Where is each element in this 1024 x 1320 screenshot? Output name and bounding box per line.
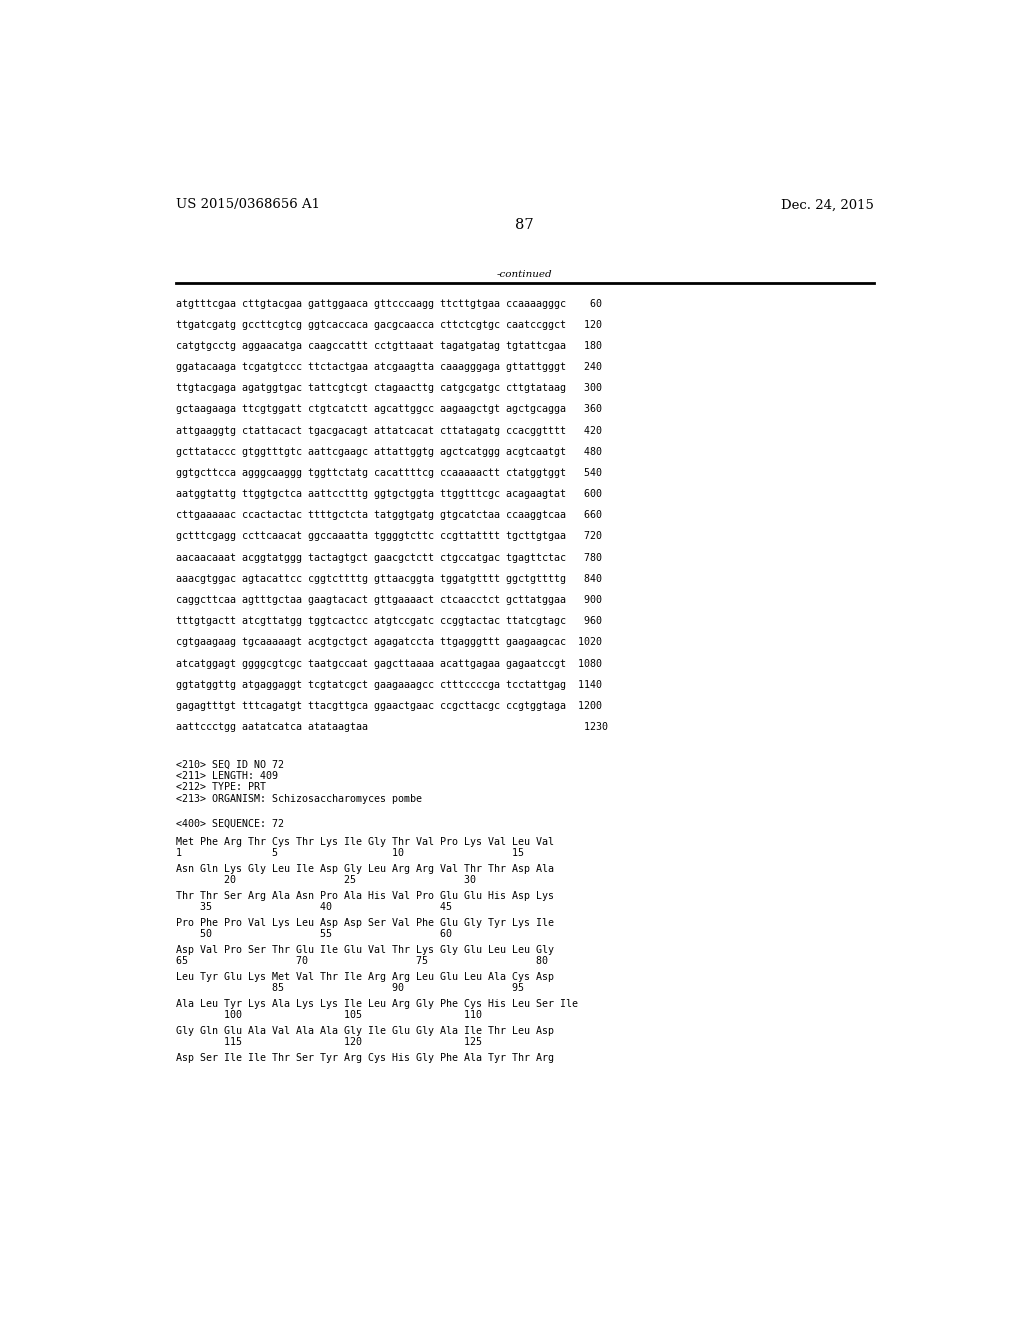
Text: Gly Gln Glu Ala Val Ala Ala Gly Ile Glu Gly Ala Ile Thr Leu Asp: Gly Gln Glu Ala Val Ala Ala Gly Ile Glu …	[176, 1026, 554, 1036]
Text: <400> SEQUENCE: 72: <400> SEQUENCE: 72	[176, 818, 284, 829]
Text: aaacgtggac agtacattcc cggtcttttg gttaacggta tggatgtttt ggctgttttg   840: aaacgtggac agtacattcc cggtcttttg gttaacg…	[176, 574, 602, 583]
Text: ttgtacgaga agatggtgac tattcgtcgt ctagaacttg catgcgatgc cttgtataag   300: ttgtacgaga agatggtgac tattcgtcgt ctagaac…	[176, 383, 602, 393]
Text: 85                  90                  95: 85 90 95	[176, 982, 524, 993]
Text: 65                  70                  75                  80: 65 70 75 80	[176, 956, 548, 966]
Text: US 2015/0368656 A1: US 2015/0368656 A1	[176, 198, 321, 211]
Text: ttgatcgatg gccttcgtcg ggtcaccaca gacgcaacca cttctcgtgc caatccggct   120: ttgatcgatg gccttcgtcg ggtcaccaca gacgcaa…	[176, 319, 602, 330]
Text: -continued: -continued	[497, 271, 553, 279]
Text: gctttcgagg ccttcaacat ggccaaatta tggggtcttc ccgttatttt tgcttgtgaa   720: gctttcgagg ccttcaacat ggccaaatta tggggtc…	[176, 532, 602, 541]
Text: 20                  25                  30: 20 25 30	[176, 875, 476, 884]
Text: 50                  55                  60: 50 55 60	[176, 929, 452, 939]
Text: 115                 120                 125: 115 120 125	[176, 1036, 482, 1047]
Text: aattccctgg aatatcatca atataagtaa                                    1230: aattccctgg aatatcatca atataagtaa 1230	[176, 722, 608, 733]
Text: <213> ORGANISM: Schizosaccharomyces pombe: <213> ORGANISM: Schizosaccharomyces pomb…	[176, 793, 422, 804]
Text: ggtgcttcca agggcaaggg tggttctatg cacattttcg ccaaaaactt ctatggtggt   540: ggtgcttcca agggcaaggg tggttctatg cacattt…	[176, 469, 602, 478]
Text: 87: 87	[515, 218, 535, 232]
Text: Leu Tyr Glu Lys Met Val Thr Ile Arg Arg Leu Glu Leu Ala Cys Asp: Leu Tyr Glu Lys Met Val Thr Ile Arg Arg …	[176, 972, 554, 982]
Text: ggatacaaga tcgatgtccc ttctactgaa atcgaagtta caaagggaga gttattgggt   240: ggatacaaga tcgatgtccc ttctactgaa atcgaag…	[176, 362, 602, 372]
Text: tttgtgactt atcgttatgg tggtcactcc atgtccgatc ccggtactac ttatcgtagc   960: tttgtgactt atcgttatgg tggtcactcc atgtccg…	[176, 616, 602, 626]
Text: Met Phe Arg Thr Cys Thr Lys Ile Gly Thr Val Pro Lys Val Leu Val: Met Phe Arg Thr Cys Thr Lys Ile Gly Thr …	[176, 837, 554, 847]
Text: Asp Val Pro Ser Thr Glu Ile Glu Val Thr Lys Gly Glu Leu Leu Gly: Asp Val Pro Ser Thr Glu Ile Glu Val Thr …	[176, 945, 554, 954]
Text: Dec. 24, 2015: Dec. 24, 2015	[780, 198, 873, 211]
Text: attgaaggtg ctattacact tgacgacagt attatcacat cttatagatg ccacggtttt   420: attgaaggtg ctattacact tgacgacagt attatca…	[176, 425, 602, 436]
Text: atcatggagt ggggcgtcgc taatgccaat gagcttaaaa acattgagaa gagaatccgt  1080: atcatggagt ggggcgtcgc taatgccaat gagctta…	[176, 659, 602, 668]
Text: cgtgaagaag tgcaaaaagt acgtgctgct agagatccta ttgagggttt gaagaagcac  1020: cgtgaagaag tgcaaaaagt acgtgctgct agagatc…	[176, 638, 602, 647]
Text: Asp Ser Ile Ile Thr Ser Tyr Arg Cys His Gly Phe Ala Tyr Thr Arg: Asp Ser Ile Ile Thr Ser Tyr Arg Cys His …	[176, 1053, 554, 1063]
Text: gctaagaaga ttcgtggatt ctgtcatctt agcattggcc aagaagctgt agctgcagga   360: gctaagaaga ttcgtggatt ctgtcatctt agcattg…	[176, 404, 602, 414]
Text: aacaacaaat acggtatggg tactagtgct gaacgctctt ctgccatgac tgagttctac   780: aacaacaaat acggtatggg tactagtgct gaacgct…	[176, 553, 602, 562]
Text: <211> LENGTH: 409: <211> LENGTH: 409	[176, 771, 279, 781]
Text: atgtttcgaa cttgtacgaa gattggaaca gttcccaagg ttcttgtgaa ccaaaagggc    60: atgtttcgaa cttgtacgaa gattggaaca gttccca…	[176, 298, 602, 309]
Text: gcttataccc gtggtttgtc aattcgaagc attattggtg agctcatggg acgtcaatgt   480: gcttataccc gtggtttgtc aattcgaagc attattg…	[176, 446, 602, 457]
Text: gagagtttgt tttcagatgt ttacgttgca ggaactgaac ccgcttacgc ccgtggtaga  1200: gagagtttgt tttcagatgt ttacgttgca ggaactg…	[176, 701, 602, 711]
Text: ggtatggttg atgaggaggt tcgtatcgct gaagaaagcc ctttccccga tcctattgag  1140: ggtatggttg atgaggaggt tcgtatcgct gaagaaa…	[176, 680, 602, 689]
Text: caggcttcaa agtttgctaa gaagtacact gttgaaaact ctcaacctct gcttatggaa   900: caggcttcaa agtttgctaa gaagtacact gttgaaa…	[176, 595, 602, 605]
Text: 1               5                   10                  15: 1 5 10 15	[176, 847, 524, 858]
Text: <210> SEQ ID NO 72: <210> SEQ ID NO 72	[176, 760, 284, 770]
Text: Pro Phe Pro Val Lys Leu Asp Asp Ser Val Phe Glu Gly Tyr Lys Ile: Pro Phe Pro Val Lys Leu Asp Asp Ser Val …	[176, 917, 554, 928]
Text: Asn Gln Lys Gly Leu Ile Asp Gly Leu Arg Arg Val Thr Thr Asp Ala: Asn Gln Lys Gly Leu Ile Asp Gly Leu Arg …	[176, 865, 554, 874]
Text: aatggtattg ttggtgctca aattcctttg ggtgctggta ttggtttcgc acagaagtat   600: aatggtattg ttggtgctca aattcctttg ggtgctg…	[176, 490, 602, 499]
Text: <212> TYPE: PRT: <212> TYPE: PRT	[176, 783, 266, 792]
Text: 35                  40                  45: 35 40 45	[176, 902, 452, 912]
Text: cttgaaaaac ccactactac ttttgctcta tatggtgatg gtgcatctaa ccaaggtcaa   660: cttgaaaaac ccactactac ttttgctcta tatggtg…	[176, 511, 602, 520]
Text: catgtgcctg aggaacatga caagccattt cctgttaaat tagatgatag tgtattcgaa   180: catgtgcctg aggaacatga caagccattt cctgtta…	[176, 341, 602, 351]
Text: 100                 105                 110: 100 105 110	[176, 1010, 482, 1019]
Text: Thr Thr Ser Arg Ala Asn Pro Ala His Val Pro Glu Glu His Asp Lys: Thr Thr Ser Arg Ala Asn Pro Ala His Val …	[176, 891, 554, 902]
Text: Ala Leu Tyr Lys Ala Lys Lys Ile Leu Arg Gly Phe Cys His Leu Ser Ile: Ala Leu Tyr Lys Ala Lys Lys Ile Leu Arg …	[176, 999, 579, 1008]
